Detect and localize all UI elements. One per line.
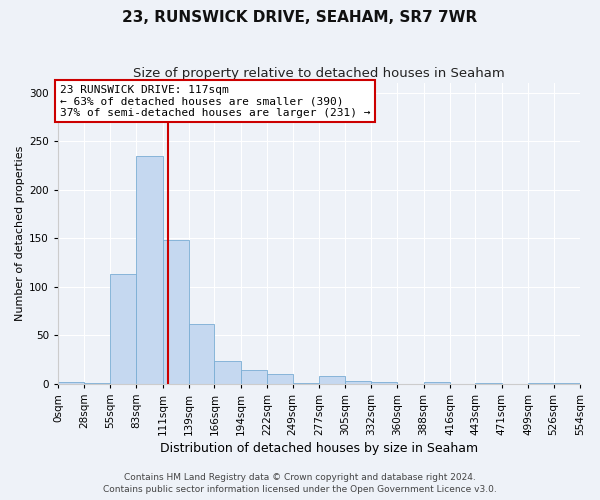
Bar [85,383,110,384]
Bar [475,383,502,384]
Bar [346,381,371,384]
Bar [293,383,319,384]
Bar [163,240,189,384]
Bar [319,376,346,384]
Bar [189,324,214,384]
Text: 23 RUNSWICK DRIVE: 117sqm
← 63% of detached houses are smaller (390)
37% of semi: 23 RUNSWICK DRIVE: 117sqm ← 63% of detac… [60,84,370,118]
Bar [267,374,293,384]
Text: Contains HM Land Registry data © Crown copyright and database right 2024.
Contai: Contains HM Land Registry data © Crown c… [103,472,497,494]
Bar [136,156,163,384]
Text: 23, RUNSWICK DRIVE, SEAHAM, SR7 7WR: 23, RUNSWICK DRIVE, SEAHAM, SR7 7WR [122,10,478,25]
Title: Size of property relative to detached houses in Seaham: Size of property relative to detached ho… [133,68,505,80]
X-axis label: Distribution of detached houses by size in Seaham: Distribution of detached houses by size … [160,442,478,455]
Bar [554,383,580,384]
Bar [110,274,136,384]
Bar [214,360,241,384]
Bar [371,382,397,384]
Bar [528,383,554,384]
Y-axis label: Number of detached properties: Number of detached properties [15,146,25,321]
Bar [241,370,267,384]
Bar [58,382,85,384]
Bar [424,382,450,384]
